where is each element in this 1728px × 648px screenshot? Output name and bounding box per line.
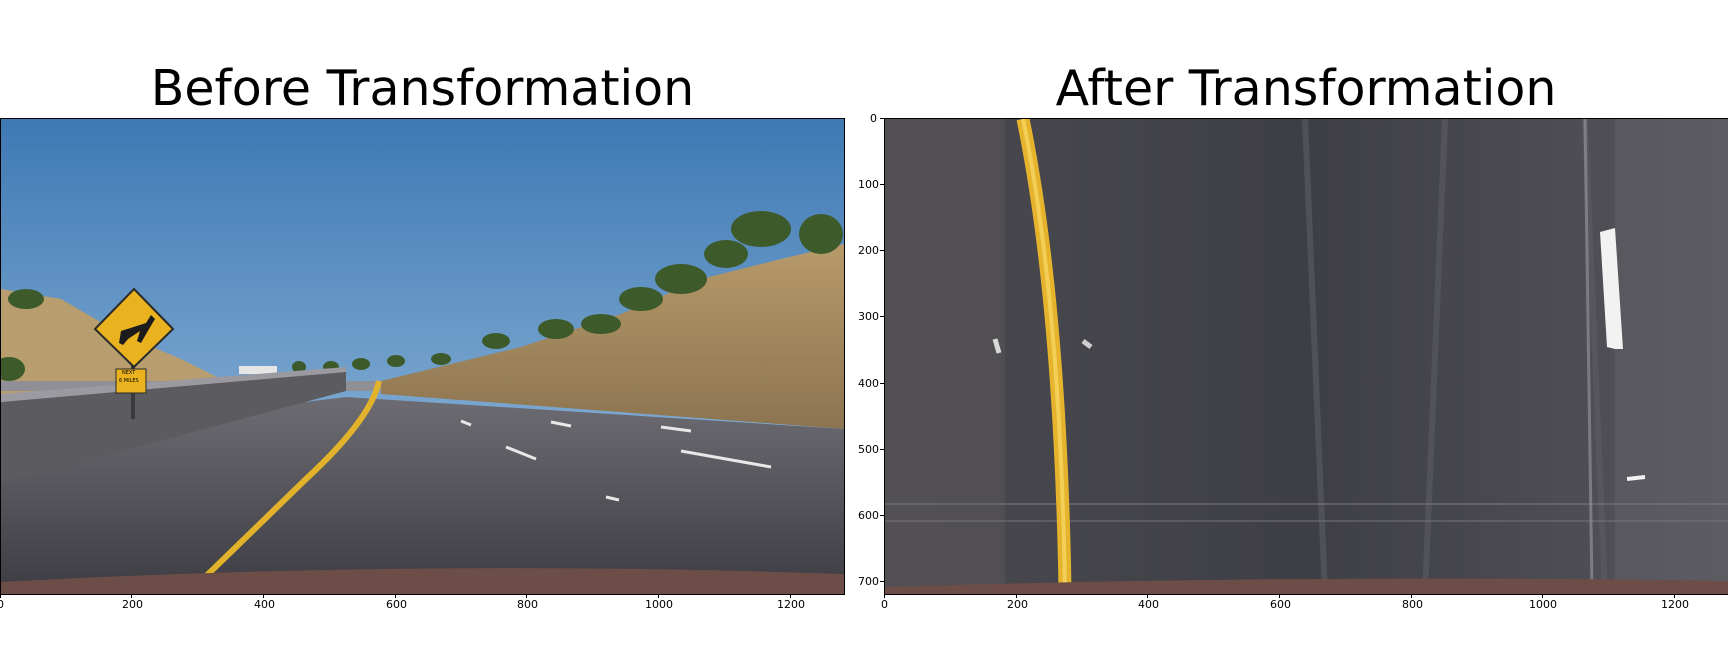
road-photo (1, 119, 844, 594)
after-title: After Transformation (1055, 60, 1557, 117)
before-x-tick: 1000 (645, 598, 673, 611)
before-title: Before Transformation (150, 60, 695, 117)
after-y-tick: 300 (858, 310, 879, 323)
sign-text-line2: 6 MILES (119, 378, 139, 384)
after-x-tick: 400 (1138, 598, 1159, 611)
before-x-tick: 0 (0, 598, 4, 611)
after-y-tick: 400 (858, 377, 879, 390)
after-x-tick: 0 (881, 598, 888, 611)
after-y-tick: 600 (858, 509, 879, 522)
after-x-tick: 600 (1270, 598, 1291, 611)
after-y-tick: 200 (858, 244, 879, 257)
after-x-tick: 800 (1402, 598, 1423, 611)
after-x-tick: 1200 (1661, 598, 1689, 611)
white-lane-markings (992, 119, 1646, 590)
after-y-tick: 0 (870, 112, 877, 125)
after-image (884, 118, 1728, 595)
after-x-tick: 200 (1007, 598, 1028, 611)
after-y-tick: 500 (858, 443, 879, 456)
after-x-tick: 1000 (1529, 598, 1557, 611)
before-x-tick: 1200 (777, 598, 805, 611)
after-y-tick: 100 (858, 178, 879, 191)
warped-road-photo (885, 119, 1728, 594)
before-x-tick: 400 (254, 598, 275, 611)
sign-text-line1: NEXT (122, 370, 136, 376)
before-x-tick: 600 (386, 598, 407, 611)
after-y-tick: 700 (858, 575, 879, 588)
before-image (0, 118, 845, 595)
before-x-tick: 200 (122, 598, 143, 611)
before-x-tick: 800 (517, 598, 538, 611)
deer-sign (93, 287, 175, 419)
